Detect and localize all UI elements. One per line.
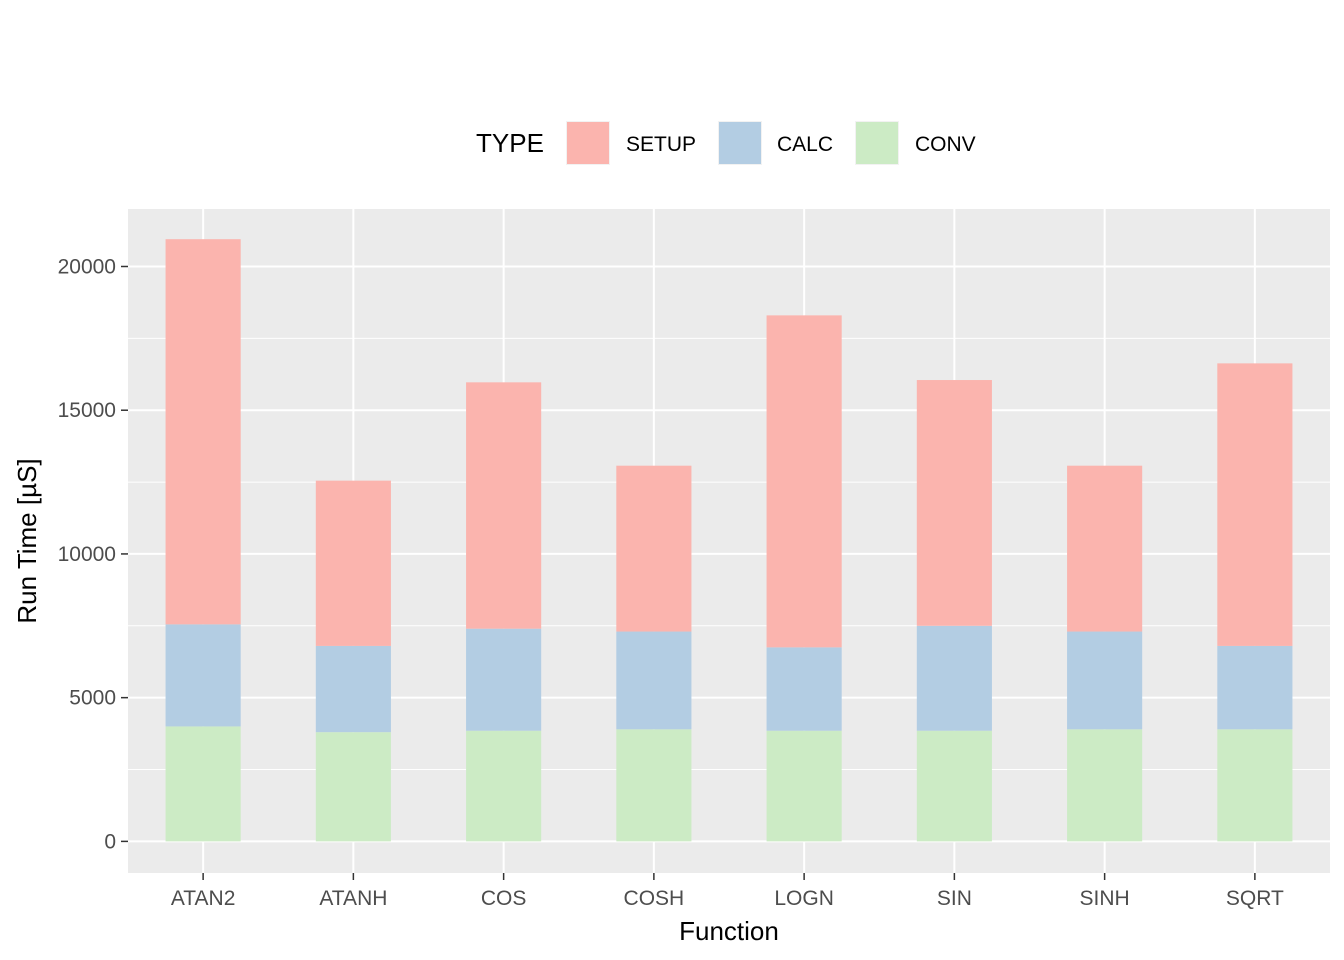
y-axis-title: Run Time [µS] <box>12 458 42 623</box>
y-tick-label: 10000 <box>58 543 116 566</box>
bar-setup-cosh <box>616 465 692 632</box>
x-tick-label-sinh: SINH <box>1080 887 1130 910</box>
bar-conv-atanh <box>315 732 391 842</box>
bar-calc-sin <box>916 625 992 731</box>
bars-layer <box>165 239 1293 842</box>
legend: TYPE SETUP CALC CONV <box>476 121 976 165</box>
bar-setup-atanh <box>315 480 391 646</box>
bar-conv-cos <box>466 730 542 842</box>
x-tick-label-sin: SIN <box>937 887 972 910</box>
bar-setup-sin <box>916 380 992 626</box>
x-tick-label-cosh: COSH <box>624 887 685 910</box>
bar-setup-atan2 <box>165 239 241 625</box>
bar-calc-atanh <box>315 645 391 733</box>
x-tick-label-logn: LOGN <box>774 887 834 910</box>
panel-background <box>128 209 1330 873</box>
x-tick-label-cos: COS <box>481 887 527 910</box>
bar-calc-sqrt <box>1217 645 1293 730</box>
legend-swatch-calc <box>719 122 761 164</box>
bar-calc-sinh <box>1067 631 1143 730</box>
bar-calc-logn <box>766 647 842 731</box>
x-axis: ATAN2 ATANH COS COSH LOGN SIN SINH SQRT <box>171 873 1284 910</box>
y-tick-label: 20000 <box>58 255 116 278</box>
bar-conv-sinh <box>1067 729 1143 842</box>
bar-setup-cos <box>466 382 542 629</box>
legend-title: TYPE <box>476 128 544 158</box>
bar-conv-atan2 <box>165 726 241 842</box>
bar-setup-sinh <box>1067 465 1143 632</box>
legend-swatch-conv <box>856 122 898 164</box>
bar-setup-logn <box>766 315 842 648</box>
x-tick-label-atan2: ATAN2 <box>171 887 236 910</box>
bar-setup-sqrt <box>1217 363 1293 646</box>
y-tick-label: 0 <box>104 830 116 853</box>
legend-label-conv: CONV <box>915 133 976 156</box>
legend-label-calc: CALC <box>777 133 833 156</box>
bar-conv-sqrt <box>1217 729 1293 842</box>
x-axis-title: Function <box>679 916 779 946</box>
bar-conv-sin <box>916 730 992 842</box>
legend-label-setup: SETUP <box>626 133 696 156</box>
bar-calc-cosh <box>616 631 692 730</box>
y-tick-label: 15000 <box>58 399 116 422</box>
x-tick-label-atanh: ATANH <box>319 887 387 910</box>
plot-panel <box>128 209 1330 873</box>
bar-conv-cosh <box>616 729 692 842</box>
legend-swatch-setup <box>567 122 609 164</box>
y-axis: 0 5000 10000 15000 20000 <box>58 255 128 853</box>
bar-conv-logn <box>766 730 842 842</box>
bar-calc-atan2 <box>165 624 241 727</box>
y-tick-label: 5000 <box>69 687 116 710</box>
x-tick-label-sqrt: SQRT <box>1226 887 1284 910</box>
bar-calc-cos <box>466 628 542 731</box>
